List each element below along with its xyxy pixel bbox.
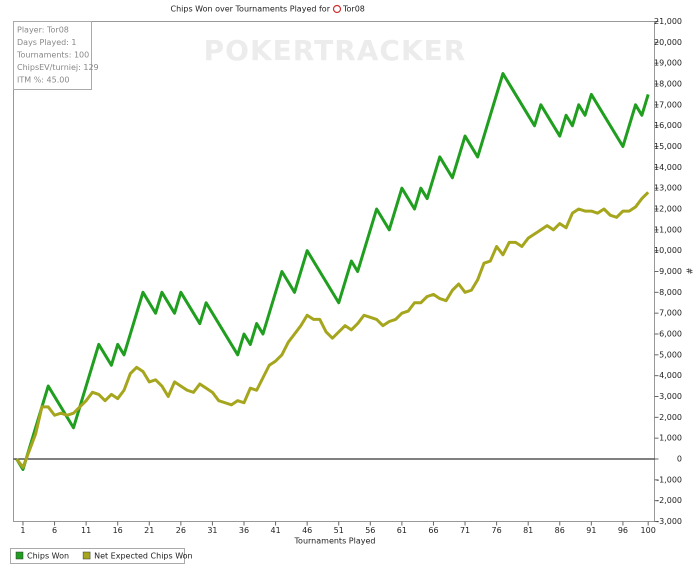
x-tick-label: 6 <box>52 526 57 535</box>
y-tick-label: 16,000 <box>654 121 682 130</box>
y-tick-label: 4,000 <box>659 371 682 380</box>
legend-swatch <box>15 551 24 560</box>
y-tick-label: 15,000 <box>654 142 682 151</box>
x-tick-label: 71 <box>460 526 470 535</box>
x-tick-label: 100 <box>641 526 656 535</box>
y-tick-label: 17,000 <box>654 100 682 109</box>
x-tick-label: 76 <box>492 526 502 535</box>
plot-frame <box>13 21 655 522</box>
x-tick-label: 91 <box>586 526 596 535</box>
y-tick-label: 11,000 <box>654 225 682 234</box>
series-line <box>15 191 650 469</box>
y-tick-label: 14,000 <box>654 163 682 172</box>
x-tick-label: 11 <box>81 526 91 535</box>
y-tick-label: 2,000 <box>659 413 682 422</box>
y-tick-label: 12,000 <box>654 205 682 214</box>
y-tick-label: 21,000 <box>654 17 682 26</box>
info-line: Player: Tor08 <box>17 26 69 35</box>
x-tick-label: 81 <box>523 526 533 535</box>
y-tick-label: 8,000 <box>659 288 682 297</box>
x-axis-title: Tournaments Played <box>294 537 376 546</box>
y-tick-label: -2,000 <box>656 496 682 505</box>
x-tick-label: 96 <box>618 526 628 535</box>
legend-frame <box>10 548 185 564</box>
info-line: ChipsEV/turniej: 129 <box>17 63 99 72</box>
legend-swatch <box>82 551 91 560</box>
x-tick-label: 86 <box>555 526 565 535</box>
y-tick-label: 18,000 <box>654 80 682 89</box>
info-line: ITM %: 45.00 <box>17 76 69 85</box>
x-tick-label: 21 <box>144 526 154 535</box>
y-tick-label: 9,000 <box>659 267 682 276</box>
x-tick-label: 1 <box>20 526 25 535</box>
y-tick-label: 19,000 <box>654 59 682 68</box>
x-tick-label: 31 <box>207 526 217 535</box>
player-icon <box>332 4 342 14</box>
info-frame <box>13 21 92 90</box>
series-line <box>15 72 650 471</box>
x-tick-label: 41 <box>270 526 280 535</box>
x-tick-label: 66 <box>428 526 438 535</box>
y-tick-label: 3,000 <box>659 392 682 401</box>
x-tick-label: 51 <box>334 526 344 535</box>
y-tick-label: -1,000 <box>656 475 682 484</box>
legend-label: Chips Won <box>27 552 69 561</box>
y-tick-label: 5,000 <box>659 350 682 359</box>
y-tick-label: -3,000 <box>656 517 682 526</box>
info-line: Days Played: 1 <box>17 38 77 47</box>
y-tick-label: 7,000 <box>659 309 682 318</box>
chart-title: Chips Won over Tournaments Played for <box>171 5 331 14</box>
x-tick-label: 61 <box>397 526 407 535</box>
x-tick-label: 56 <box>365 526 375 535</box>
y-tick-label: 13,000 <box>654 184 682 193</box>
legend-label: Net Expected Chips Won <box>94 552 193 561</box>
player-name: Tor08 <box>342 5 365 14</box>
y-tick-label: 1,000 <box>659 434 682 443</box>
x-tick-label: 46 <box>302 526 312 535</box>
x-tick-label: 16 <box>113 526 123 535</box>
y-tick-label: 10,000 <box>654 246 682 255</box>
x-tick-label: 26 <box>176 526 186 535</box>
y-tick-label: 0 <box>677 455 682 464</box>
x-tick-label: 36 <box>239 526 249 535</box>
info-box: Player: Tor08 Days Played: 1 Tournaments: … <box>13 21 99 90</box>
y-axis-title: # <box>686 267 695 274</box>
y-tick-label: 6,000 <box>659 330 682 339</box>
y-tick-label: 20,000 <box>654 38 682 47</box>
watermark: POKERTRACKER <box>204 34 467 67</box>
info-line: Tournaments: 100 <box>16 51 89 60</box>
